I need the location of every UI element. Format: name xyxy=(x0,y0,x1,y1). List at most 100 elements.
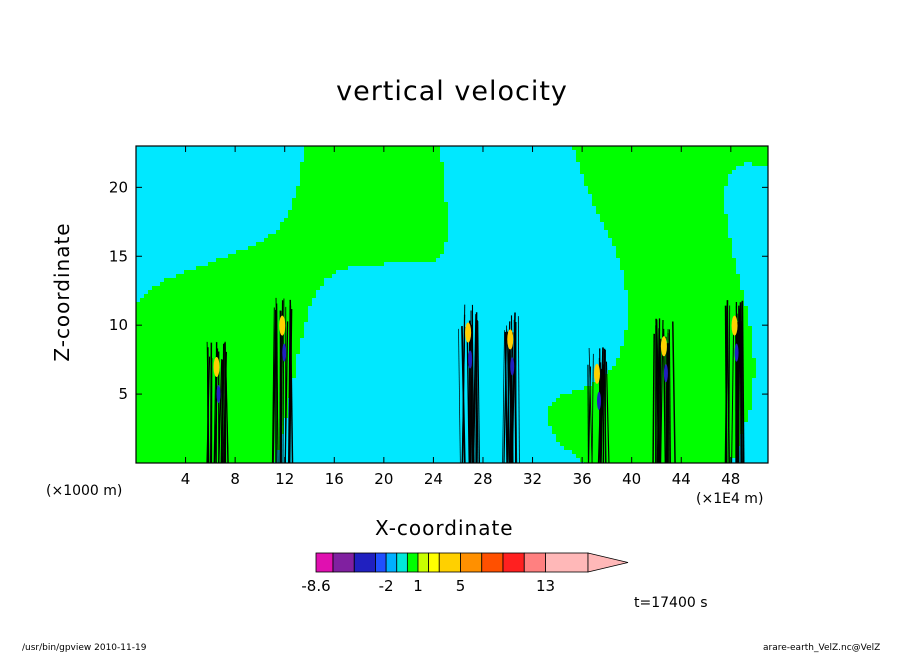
updraft-core xyxy=(213,356,220,377)
positive-region xyxy=(560,442,740,446)
downdraft-core xyxy=(468,350,473,369)
positive-region xyxy=(300,178,444,182)
contour-line xyxy=(461,326,466,463)
positive-region xyxy=(572,450,736,454)
positive-region xyxy=(136,330,304,334)
positive-region xyxy=(304,146,440,150)
positive-region xyxy=(548,406,752,410)
positive-region xyxy=(616,246,732,250)
contour-line xyxy=(517,316,520,463)
positive-region xyxy=(608,230,728,234)
positive-region xyxy=(616,250,732,254)
positive-region xyxy=(300,174,444,178)
contour-line xyxy=(591,353,594,463)
footer-left: /usr/bin/gpview 2010-11-19 xyxy=(22,643,147,653)
positive-region xyxy=(624,286,740,290)
positive-region xyxy=(296,186,444,190)
positive-region xyxy=(752,162,768,166)
positive-region xyxy=(600,214,728,218)
updraft-core xyxy=(660,336,667,357)
positive-region xyxy=(584,178,728,182)
x-tick-label: 28 xyxy=(473,470,492,488)
positive-region xyxy=(628,290,744,294)
positive-region xyxy=(596,210,724,214)
contour-line xyxy=(587,364,590,463)
positive-region xyxy=(136,430,284,434)
colorbar: -8.6 -2 1 5 13 xyxy=(301,552,629,595)
positive-region xyxy=(296,194,444,198)
positive-region xyxy=(592,382,752,386)
positive-region xyxy=(624,334,752,338)
positive-region xyxy=(608,370,756,374)
x-axis-label: X-coordinate xyxy=(375,516,514,540)
colorbar-swatch xyxy=(428,552,440,573)
positive-region xyxy=(620,258,736,262)
plot-frame xyxy=(135,145,769,464)
contour-line xyxy=(605,361,610,463)
colorbar-swatch xyxy=(523,552,546,573)
colorbar-swatch xyxy=(417,552,430,573)
contour-line xyxy=(513,319,517,463)
contour-line xyxy=(668,329,671,463)
contour-line xyxy=(210,342,213,463)
positive-region xyxy=(160,282,324,286)
positive-region xyxy=(152,286,320,290)
x-tick-label: 40 xyxy=(622,470,641,488)
contour-line xyxy=(672,321,676,463)
positive-region xyxy=(612,238,732,242)
x-tick-label: 4 xyxy=(181,470,191,488)
colorbar-swatch xyxy=(375,552,387,573)
positive-region xyxy=(552,426,744,430)
positive-region xyxy=(600,218,728,222)
positive-region xyxy=(628,302,744,306)
positive-region xyxy=(624,338,752,342)
x-tick-label: 36 xyxy=(573,470,592,488)
positive-region xyxy=(620,262,736,266)
downdraft-core xyxy=(216,384,221,403)
colorbar-swatch xyxy=(396,552,408,573)
colorbar-swatch xyxy=(460,552,483,573)
positive-region xyxy=(292,206,448,210)
downdraft-core xyxy=(282,343,287,362)
positive-region xyxy=(280,222,448,226)
time-label: t=17400 s xyxy=(634,595,708,611)
positive-region xyxy=(300,182,444,186)
chart-title: vertical velocity xyxy=(336,76,568,107)
positive-region xyxy=(164,278,324,282)
x-tick-label: 12 xyxy=(275,470,294,488)
x-unit-left: (×1000 m) xyxy=(46,483,123,499)
positive-region xyxy=(624,330,752,334)
positive-region xyxy=(292,198,444,202)
positive-region xyxy=(576,158,768,162)
positive-region xyxy=(136,382,292,386)
positive-region xyxy=(552,430,744,434)
positive-region xyxy=(628,322,748,326)
downdraft-core xyxy=(510,357,515,376)
positive-region xyxy=(620,354,752,358)
updraft-core xyxy=(593,363,600,384)
positive-region xyxy=(628,310,748,314)
x-tick-label: 24 xyxy=(424,470,443,488)
colorbar-extension xyxy=(587,552,629,573)
positive-region xyxy=(256,242,444,246)
colorbar-label: -2 xyxy=(379,577,394,595)
x-tick-label: 8 xyxy=(230,470,240,488)
positive-region xyxy=(548,414,748,418)
positive-region xyxy=(296,190,444,194)
downdraft-core xyxy=(734,343,739,362)
positive-region xyxy=(604,226,728,230)
positive-region xyxy=(628,326,752,330)
positive-region xyxy=(136,302,312,306)
positive-region xyxy=(624,270,736,274)
positive-region xyxy=(624,278,740,282)
positive-region xyxy=(280,226,448,230)
positive-region xyxy=(576,150,768,154)
positive-region xyxy=(588,190,724,194)
positive-region xyxy=(136,394,292,398)
positive-region xyxy=(136,338,300,342)
positive-region xyxy=(228,254,440,258)
contour-line xyxy=(509,332,514,463)
contour-line xyxy=(502,330,505,463)
contour-line xyxy=(276,303,279,463)
contour-line xyxy=(271,307,275,463)
